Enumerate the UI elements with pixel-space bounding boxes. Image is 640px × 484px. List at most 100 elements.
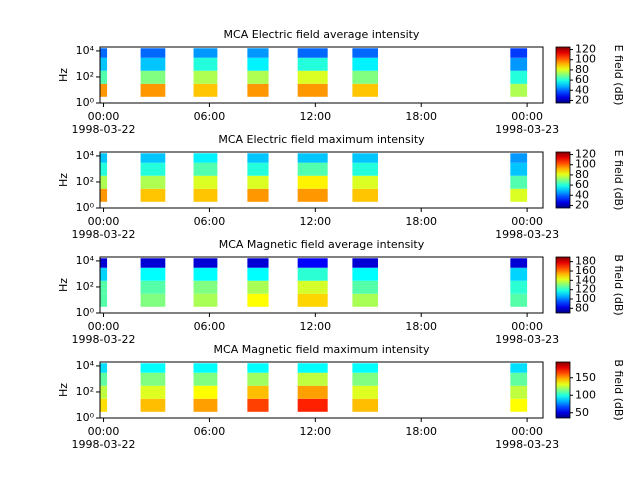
panel-title: MCA Magnetic field average intensity — [219, 238, 425, 251]
plot-frame — [99, 151, 544, 209]
plot-frame — [99, 46, 544, 104]
heatmap-cell — [140, 188, 166, 202]
heatmap-cell — [247, 267, 269, 281]
y-tick-label: 10⁴ — [76, 149, 95, 162]
colorbar-tick-label: 180 — [575, 255, 596, 268]
colorbar-tick-label: 100 — [575, 388, 596, 401]
heatmap-cell — [247, 280, 269, 294]
heatmap-cell — [140, 258, 166, 268]
heatmap-cell — [247, 175, 269, 189]
heatmap-cell — [297, 267, 328, 281]
heatmap-cell — [352, 293, 378, 307]
heatmap-cell — [100, 48, 108, 58]
x-tick-label: 18:00 — [405, 320, 437, 333]
heatmap-cell — [247, 57, 269, 71]
heatmap-cell — [510, 175, 528, 189]
heatmap-cell — [510, 372, 528, 386]
y-tick-label: 10⁴ — [76, 254, 95, 267]
heatmap-cell — [352, 57, 378, 71]
heatmap-cell — [100, 280, 108, 294]
colorbar-tick-label: 100 — [575, 158, 596, 171]
colorbar — [555, 151, 571, 209]
x-tick-label: 12:00 — [299, 110, 331, 123]
heatmap-cell — [140, 363, 166, 373]
heatmap-cell — [100, 398, 108, 412]
colorbar-tick-label: 80 — [575, 168, 589, 181]
x-tick-date: 1998-03-22 — [72, 438, 136, 451]
colorbar-label: E field (dB) — [612, 150, 625, 211]
heatmap-cell — [193, 153, 218, 163]
heatmap-cell — [140, 293, 166, 307]
heatmap-cell — [100, 188, 108, 202]
x-tick-label: 00:00 — [88, 320, 120, 333]
x-tick-label: 18:00 — [405, 215, 437, 228]
heatmap-cell — [247, 293, 269, 307]
colorbar-tick-label: 60 — [575, 73, 589, 86]
heatmap-cell — [352, 398, 378, 412]
heatmap-cell — [100, 372, 108, 386]
heatmap-cell — [193, 280, 218, 294]
heatmap-cell — [100, 363, 108, 373]
y-tick-label: 10² — [76, 175, 94, 188]
heatmap-cell — [510, 83, 528, 97]
heatmap-cell — [247, 162, 269, 176]
x-tick-date: 1998-03-22 — [72, 123, 136, 136]
heatmap-cell — [193, 363, 218, 373]
colorbar-label: B field (dB) — [612, 254, 625, 315]
panel-title: MCA Magnetic field maximum intensity — [214, 343, 430, 356]
heatmap-cell — [510, 363, 528, 373]
colorbar-tick-label: 160 — [575, 264, 596, 277]
x-tick-date: 1998-03-23 — [495, 228, 559, 241]
heatmap-cell — [247, 48, 269, 58]
heatmap-cell — [247, 83, 269, 97]
heatmap-cell — [297, 280, 328, 294]
colorbar-tick-label: 120 — [575, 148, 596, 161]
heatmap-cell — [100, 57, 108, 71]
heatmap-cell — [140, 398, 166, 412]
heatmap-cell — [193, 83, 218, 97]
x-tick-label: 12:00 — [299, 215, 331, 228]
heatmap-cell — [193, 162, 218, 176]
heatmap-cell — [352, 258, 378, 268]
x-tick-date: 1998-03-23 — [495, 333, 559, 346]
colorbar — [555, 46, 571, 104]
heatmap-cell — [297, 83, 328, 97]
heatmap-cell — [297, 385, 328, 399]
heatmap-cell — [510, 293, 528, 307]
colorbar-tick-label: 120 — [575, 43, 596, 56]
heatmap-cell — [247, 385, 269, 399]
heatmap-cell — [510, 267, 528, 281]
heatmap-cell — [352, 175, 378, 189]
heatmap-cell — [510, 385, 528, 399]
heatmap-cell — [193, 57, 218, 71]
heatmap-cell — [510, 280, 528, 294]
heatmap-cell — [297, 48, 328, 58]
heatmap-cell — [193, 188, 218, 202]
panel-title: MCA Electric field maximum intensity — [218, 133, 425, 146]
x-tick-label: 06:00 — [194, 110, 226, 123]
y-tick-label: 10⁰ — [76, 411, 95, 424]
y-tick-label: 10² — [76, 385, 94, 398]
y-tick-label: 10⁰ — [76, 96, 95, 109]
colorbar-tick-label: 40 — [575, 188, 589, 201]
y-axis-label: Hz — [57, 278, 70, 292]
y-tick-label: 10⁰ — [76, 306, 95, 319]
x-tick-date: 1998-03-22 — [72, 228, 136, 241]
heatmap-cell — [140, 372, 166, 386]
heatmap-cell — [352, 153, 378, 163]
x-tick-label: 00:00 — [88, 425, 120, 438]
y-tick-label: 10⁰ — [76, 201, 95, 214]
x-tick-label: 12:00 — [299, 425, 331, 438]
x-tick-label: 00:00 — [88, 110, 120, 123]
heatmap-cell — [100, 175, 108, 189]
heatmap-cell — [140, 175, 166, 189]
x-tick-label: 18:00 — [405, 425, 437, 438]
colorbar-tick-label: 80 — [575, 63, 589, 76]
heatmap-cell — [247, 188, 269, 202]
colorbar-tick-label: 100 — [575, 53, 596, 66]
heatmap-cell — [510, 162, 528, 176]
heatmap-cell — [140, 70, 166, 84]
colorbar-tick-label: 20 — [575, 93, 589, 106]
x-tick-label: 00:00 — [511, 110, 543, 123]
